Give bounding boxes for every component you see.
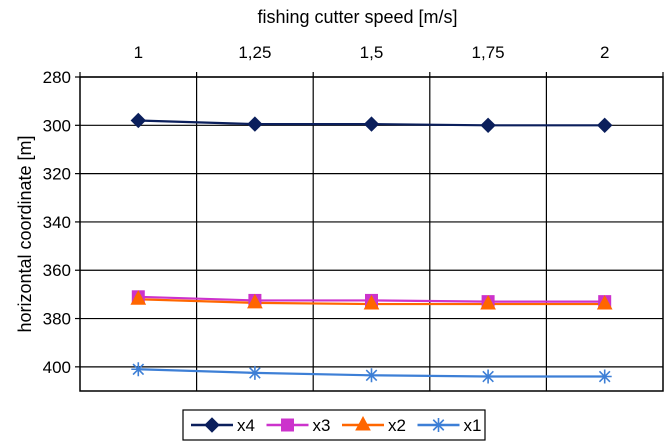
legend-swatch-marker [431,418,446,432]
data-point-x4 [596,117,613,134]
legend-label: x1 [464,416,482,435]
legend-label: x4 [237,416,255,435]
data-point-x1 [247,365,262,380]
y-tick-label: 400 [43,358,71,377]
y-tick-label: 320 [43,165,71,184]
y-tick-label: 340 [43,213,71,232]
data-point-x2 [130,290,147,305]
y-tick-label: 300 [43,116,71,135]
x-tick-label: 1 [134,43,143,62]
data-point-x1 [481,369,496,384]
legend-swatch-marker [281,418,294,432]
data-point-x1 [131,362,146,377]
x-tick-label: 1,5 [360,43,384,62]
data-point-x1 [597,369,612,384]
y-tick-label: 360 [43,261,71,280]
legend-item-x3: x3 [266,416,331,435]
y-tick-label: 280 [43,68,71,87]
data-point-x4 [363,116,380,132]
data-point-x2 [363,294,380,310]
data-point-x1 [364,368,379,383]
data-point-x4 [480,117,496,134]
y-tick-label: 380 [43,310,71,329]
data-point-x4 [130,112,147,129]
legend-swatch-marker [204,417,220,433]
legend-swatch-marker [355,415,371,431]
legend-item-x4: x4 [191,416,255,435]
data-point-x2 [480,294,496,310]
x-tick-label: 2 [600,43,609,62]
data-point-x4 [247,116,263,132]
x-tick-label: 1,75 [472,43,505,62]
y-axis-title: horizontal coordinate [m] [15,135,35,332]
x-tick-label: 1,25 [238,43,271,62]
legend-item-x2: x2 [342,415,406,435]
x-axis-title: fishing cutter speed [m/s] [257,7,457,27]
data-point-x2 [596,294,613,310]
legend-label: x3 [313,416,331,435]
data-point-x2 [247,293,263,309]
legend-item-x1: x1 [417,416,482,435]
legend-label: x2 [388,416,406,435]
